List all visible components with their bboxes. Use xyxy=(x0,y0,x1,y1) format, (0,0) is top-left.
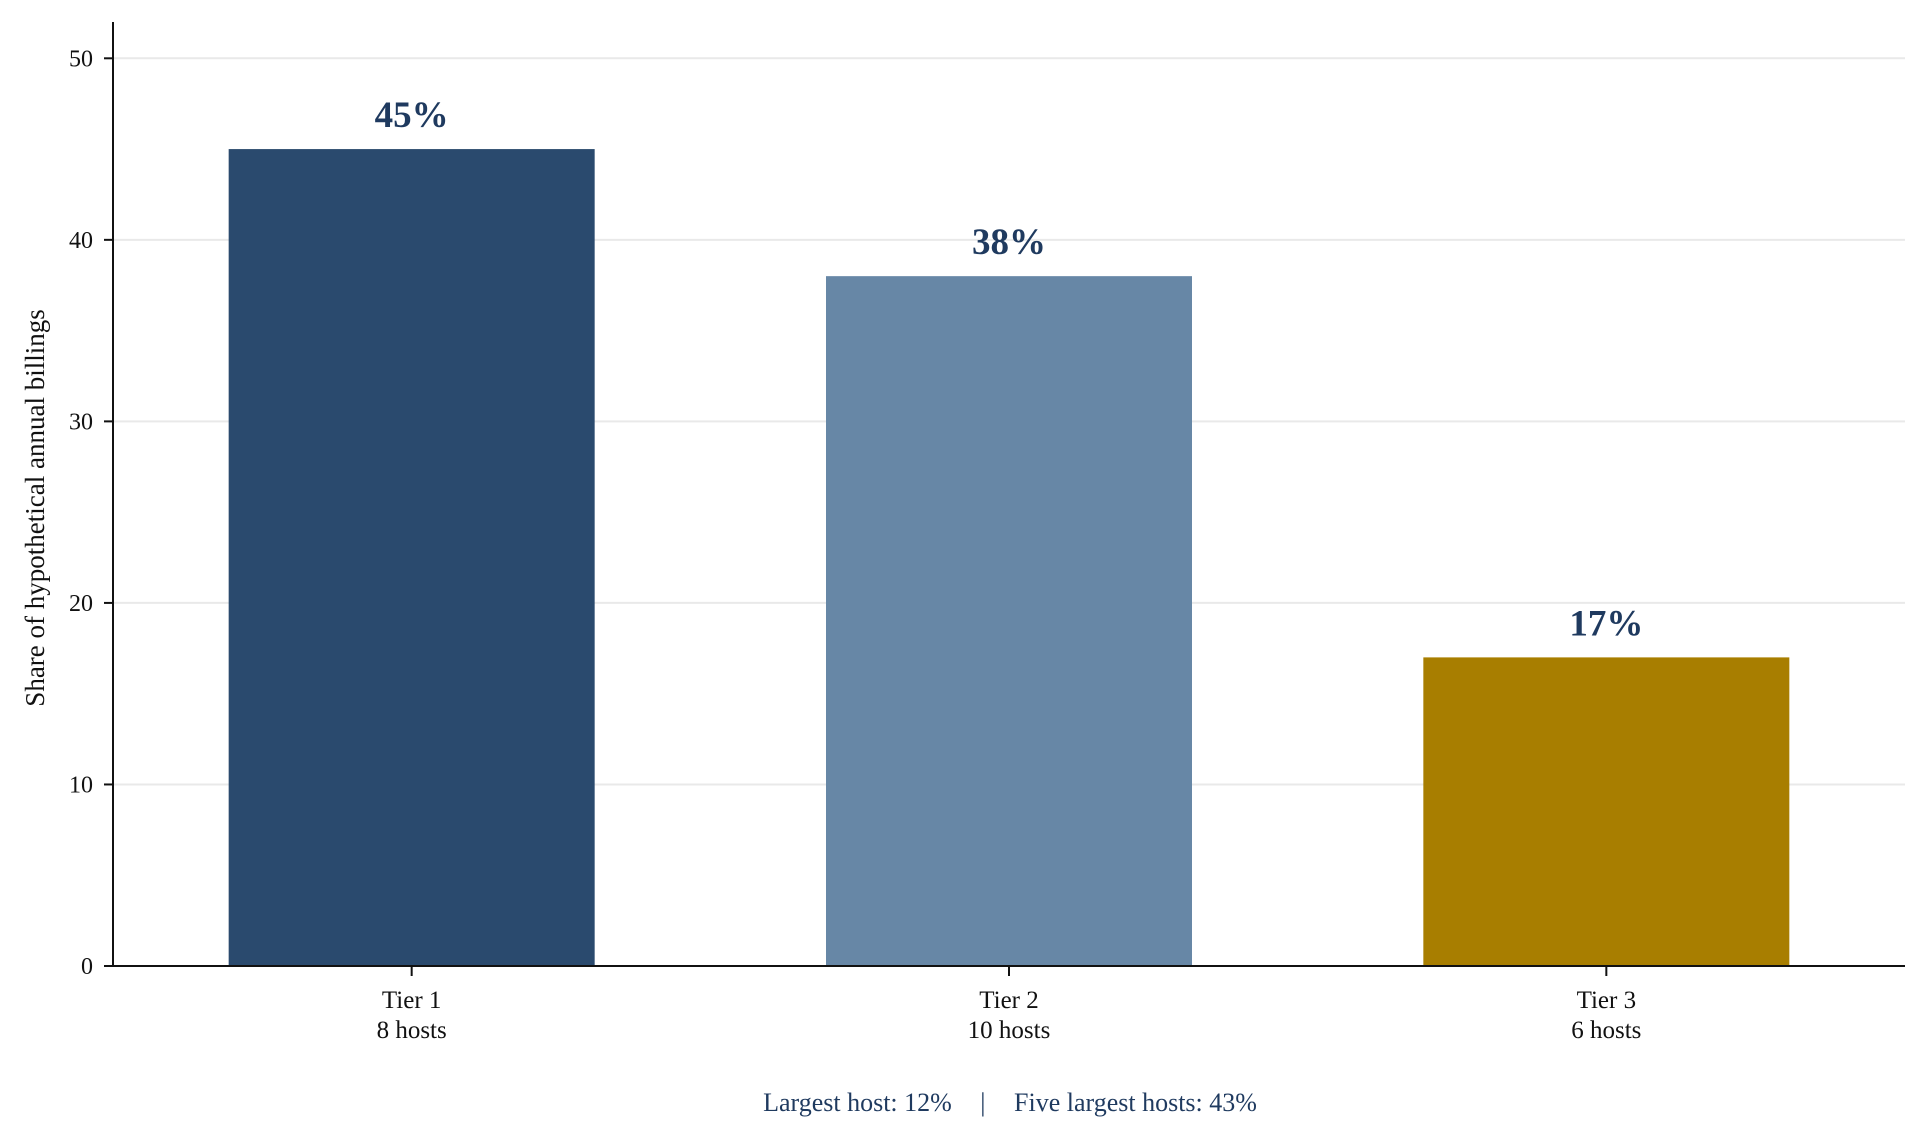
y-tick-label: 40 xyxy=(69,228,93,254)
y-tick-label: 20 xyxy=(69,591,93,617)
y-tick-label: 0 xyxy=(81,954,93,980)
x-ticks: Tier 1 8 hosts Tier 2 10 hosts Tier 3 6 hosts xyxy=(377,966,1641,1044)
x-tick-label: Tier 1 xyxy=(382,987,442,1014)
data-labels: 45% 38% 17% xyxy=(375,95,1644,644)
x-tick-sublabel: 8 hosts xyxy=(377,1017,447,1044)
y-ticks: 0 10 20 30 40 50 xyxy=(69,46,113,980)
footnote-five-largest: Five largest hosts: 43% xyxy=(1014,1088,1257,1117)
data-label: 38% xyxy=(972,222,1046,263)
x-tick-label: Tier 2 xyxy=(979,987,1039,1014)
x-tick-label: Tier 3 xyxy=(1577,987,1637,1014)
bar xyxy=(1423,657,1790,966)
bar xyxy=(228,149,595,967)
footnote-separator: | xyxy=(980,1088,985,1117)
x-tick-sublabel: 10 hosts xyxy=(968,1017,1051,1044)
y-tick-label: 10 xyxy=(69,772,93,798)
data-label: 45% xyxy=(375,95,449,136)
y-tick-label: 50 xyxy=(69,46,93,72)
data-label: 17% xyxy=(1569,603,1643,644)
y-axis-title: Share of hypothetical annual billings xyxy=(20,309,50,706)
footnote: Largest host: 12% | Five largest hosts: … xyxy=(763,1088,1257,1117)
footnote-largest: Largest host: 12% xyxy=(763,1088,952,1117)
bar xyxy=(826,276,1192,967)
y-tick-label: 30 xyxy=(69,409,93,435)
bars xyxy=(228,149,1790,967)
x-tick-sublabel: 6 hosts xyxy=(1571,1017,1641,1044)
